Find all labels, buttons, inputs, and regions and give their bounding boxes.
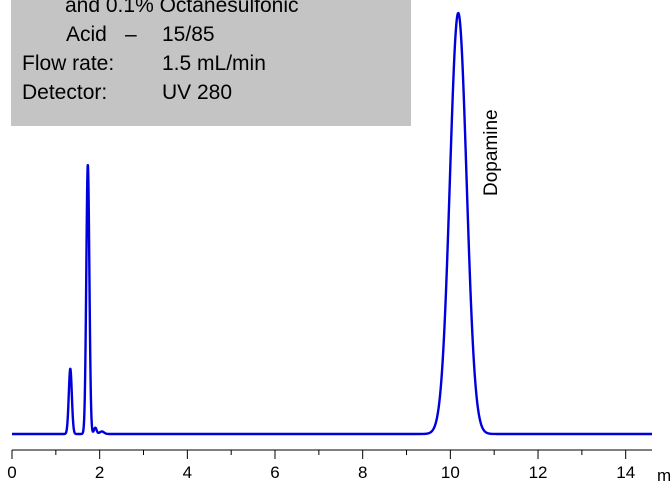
- detector-value: UV 280: [162, 81, 233, 104]
- x-tick-label: 10: [441, 463, 460, 482]
- x-tick-label: 2: [95, 463, 104, 482]
- flow-rate-value: 1.5 mL/min: [162, 52, 266, 75]
- x-tick-label: 8: [358, 463, 367, 482]
- chromatogram-trace: [11, 11, 653, 436]
- mobile-phase-ratio: 15/85: [162, 23, 215, 46]
- x-tick-label: 12: [529, 463, 548, 482]
- mobile-phase-text: and 0.1% Octanesulfonic: [65, 0, 299, 17]
- method-info-box: and 0.1% Octanesulfonic Acid – 15/85 Flo…: [11, 0, 411, 126]
- detector-label: Detector:: [22, 81, 108, 104]
- x-tick-label: 14: [616, 463, 635, 482]
- x-axis-label: min: [657, 466, 670, 485]
- trace-layer: [11, 11, 653, 436]
- x-tick-label: 4: [183, 463, 192, 482]
- x-tick-label: 6: [270, 463, 279, 482]
- mobile-phase-dash: –: [125, 23, 137, 46]
- x-axis: 0 2 4 6 8 10 12 14 min: [7, 449, 670, 485]
- flow-rate-label: Flow rate:: [22, 52, 115, 75]
- label-layer: Dopamine: [481, 109, 502, 196]
- x-tick-label: 0: [7, 463, 16, 482]
- peak-label-dopamine: Dopamine: [481, 109, 502, 196]
- mobile-phase-acid-label: Acid: [66, 23, 107, 46]
